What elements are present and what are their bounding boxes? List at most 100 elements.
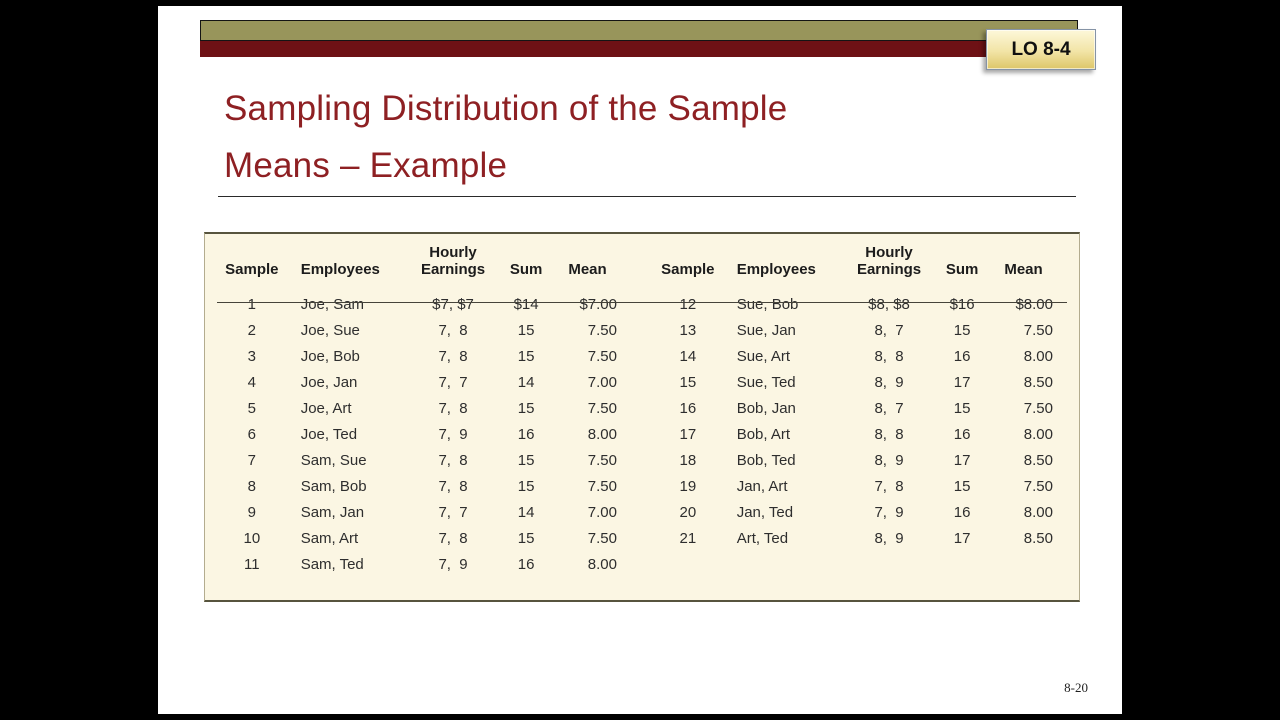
cell-mean: $8.00 — [1015, 296, 1053, 313]
cell-sum: $14 — [513, 296, 539, 313]
cell-employees: Bob, Art — [736, 426, 791, 443]
lo-badge-label: LO 8-4 — [1011, 38, 1071, 60]
table-header: Sample Employees Hourly Earnings Sum Mea… — [655, 240, 1065, 288]
table-row: 5 Joe, Art 7, 8 15 7.50 — [219, 396, 629, 422]
col-header-hourly-bottom: Earnings — [420, 261, 486, 278]
cell-mean: 7.50 — [587, 530, 617, 547]
cell-sample: 13 — [679, 322, 697, 339]
cell-sum: 15 — [517, 348, 535, 365]
cell-mean: $7.00 — [579, 296, 617, 313]
page-number: 8-20 — [1064, 680, 1088, 695]
cell-hourly-earnings: 7, 8 — [438, 452, 468, 469]
cell-employees: Bob, Jan — [736, 400, 796, 417]
col-header-hourly-bottom: Earnings — [856, 261, 922, 278]
cell-mean: 8.00 — [1023, 348, 1053, 365]
cell-sample: 17 — [679, 426, 697, 443]
cell-sum: 15 — [517, 478, 535, 495]
col-header-sum: Sum — [509, 261, 543, 278]
table-row: 7 Sam, Sue 7, 8 15 7.50 — [219, 448, 629, 474]
cell-hourly-earnings: 7, 8 — [438, 478, 468, 495]
col-header-hourly-top: Hourly — [429, 244, 477, 261]
slide: LO 8-4 Sampling Distribution of the Samp… — [158, 6, 1122, 714]
cell-employees: Jan, Art — [736, 478, 788, 495]
cell-sum: 14 — [517, 504, 535, 521]
cell-employees: Sam, Sue — [300, 452, 367, 469]
table-row: 17 Bob, Art 8, 8 16 8.00 — [655, 422, 1065, 448]
col-header-sum: Sum — [945, 261, 979, 278]
cell-hourly-earnings: 8, 8 — [874, 426, 904, 443]
header-bar-olive — [200, 20, 1078, 41]
cell-sample: 15 — [679, 374, 697, 391]
table-row: 11 Sam, Ted 7, 9 16 8.00 — [219, 552, 629, 578]
cell-employees: Art, Ted — [736, 530, 789, 547]
cell-sum: 15 — [953, 322, 971, 339]
cell-employees: Joe, Sue — [300, 322, 360, 339]
cell-sample: 1 — [247, 296, 257, 313]
cell-sum: 16 — [517, 426, 535, 443]
table-row: 6 Joe, Ted 7, 9 16 8.00 — [219, 422, 629, 448]
cell-employees: Sam, Bob — [300, 478, 367, 495]
cell-mean: 7.00 — [587, 374, 617, 391]
samples-table: Sample Employees Hourly Earnings Sum Mea… — [204, 232, 1080, 602]
cell-sample: 2 — [247, 322, 257, 339]
cell-employees: Jan, Ted — [736, 504, 794, 521]
cell-mean: 7.50 — [587, 400, 617, 417]
table-body-right: 12 Sue, Bob $8, $8 $16 $8.00 13 Sue, Jan 8, 7 15… — [655, 288, 1065, 552]
cell-sample: 18 — [679, 452, 697, 469]
cell-employees: Joe, Art — [300, 400, 352, 417]
header-bar-maroon — [200, 41, 1078, 57]
cell-hourly-earnings: 8, 8 — [874, 348, 904, 365]
cell-mean: 7.50 — [587, 452, 617, 469]
cell-sum: 15 — [517, 452, 535, 469]
samples-table-left: Sample Employees Hourly Earnings Sum Mea… — [219, 240, 629, 578]
cell-mean: 7.50 — [1023, 478, 1053, 495]
table-row: 1 Joe, Sam $7, $7 $14 $7.00 — [219, 288, 629, 318]
table-body-left: 1 Joe, Sam $7, $7 $14 $7.00 2 Joe, Sue 7, 8 15 7.… — [219, 288, 629, 578]
cell-sum: 17 — [953, 374, 971, 391]
cell-sample: 16 — [679, 400, 697, 417]
cell-sample: 12 — [679, 296, 697, 313]
cell-employees: Bob, Ted — [736, 452, 796, 469]
cell-hourly-earnings: $7, $7 — [432, 296, 474, 313]
cell-mean: 7.00 — [587, 504, 617, 521]
cell-mean: 8.00 — [587, 556, 617, 573]
cell-mean: 8.00 — [1023, 504, 1053, 521]
cell-employees: Sam, Ted — [300, 556, 364, 573]
col-header-employees: Employees — [300, 261, 380, 278]
lo-badge: LO 8-4 — [986, 29, 1096, 70]
cell-mean: 8.00 — [587, 426, 617, 443]
cell-hourly-earnings: 8, 9 — [874, 530, 904, 547]
cell-sample: 8 — [247, 478, 257, 495]
cell-mean: 8.00 — [1023, 426, 1053, 443]
cell-sum: 15 — [953, 478, 971, 495]
cell-employees: Sam, Jan — [300, 504, 365, 521]
col-header-mean: Mean — [568, 261, 607, 278]
cell-hourly-earnings: 7, 9 — [874, 504, 904, 521]
table-row: 3 Joe, Bob 7, 8 15 7.50 — [219, 344, 629, 370]
col-header-hourly-top: Hourly — [865, 244, 913, 261]
cell-sum: 17 — [953, 452, 971, 469]
cell-mean: 8.50 — [1023, 452, 1053, 469]
table-row: 14 Sue, Art 8, 8 16 8.00 — [655, 344, 1065, 370]
cell-sample: 21 — [679, 530, 697, 547]
cell-hourly-earnings: 8, 9 — [874, 452, 904, 469]
cell-mean: 7.50 — [1023, 400, 1053, 417]
cell-mean: 7.50 — [587, 322, 617, 339]
cell-sample: 4 — [247, 374, 257, 391]
cell-sum: 14 — [517, 374, 535, 391]
cell-hourly-earnings: 7, 7 — [438, 374, 468, 391]
col-header-sample: Sample — [225, 261, 279, 278]
table-row: 20 Jan, Ted 7, 9 16 8.00 — [655, 500, 1065, 526]
samples-table-right: Sample Employees Hourly Earnings Sum Mea… — [655, 240, 1065, 552]
cell-sample: 7 — [247, 452, 257, 469]
table-row: 4 Joe, Jan 7, 7 14 7.00 — [219, 370, 629, 396]
cell-hourly-earnings: $8, $8 — [868, 296, 910, 313]
page-title-line-2: Means – Example — [224, 146, 508, 185]
cell-hourly-earnings: 8, 7 — [874, 322, 904, 339]
cell-sum: 15 — [517, 322, 535, 339]
table-row: 15 Sue, Ted 8, 9 17 8.50 — [655, 370, 1065, 396]
cell-mean: 7.50 — [1023, 322, 1053, 339]
cell-employees: Joe, Bob — [300, 348, 360, 365]
page-title: Sampling Distribution of the Sample Mean… — [224, 80, 1084, 194]
cell-sample: 9 — [247, 504, 257, 521]
